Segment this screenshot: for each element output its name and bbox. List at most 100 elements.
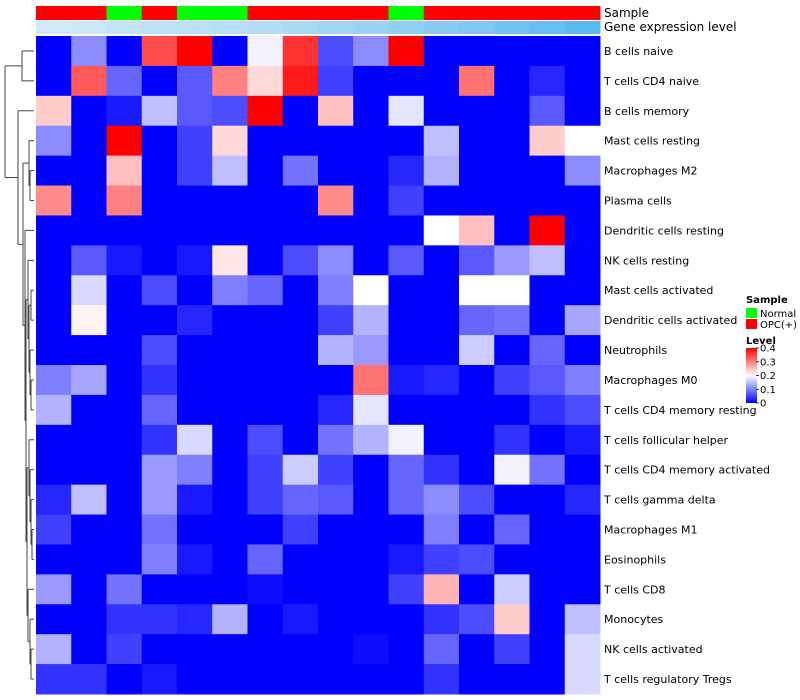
heatmap-cell bbox=[282, 454, 319, 486]
row-label: Dendritic cells activated bbox=[604, 314, 737, 327]
heatmap-cell bbox=[494, 544, 530, 575]
heatmap-cell bbox=[36, 365, 72, 396]
heatmap-cell bbox=[247, 155, 284, 187]
heatmap-cell bbox=[36, 634, 72, 665]
heatmap-cell bbox=[423, 634, 460, 665]
heatmap-cell bbox=[212, 394, 248, 426]
heatmap-cell bbox=[177, 275, 213, 306]
heatmap-cell bbox=[318, 95, 354, 127]
heatmap-cell bbox=[353, 245, 389, 276]
heatmap-cell bbox=[106, 574, 143, 605]
heatmap-cell bbox=[177, 394, 213, 426]
heatmap-cell bbox=[459, 275, 495, 306]
sample-annotation-cell bbox=[318, 6, 354, 20]
heatmap-cell bbox=[247, 245, 284, 276]
heatmap-cell bbox=[564, 365, 601, 396]
heatmap-cell bbox=[423, 185, 460, 216]
heatmap-cell bbox=[36, 514, 72, 545]
legend-normal-label: Normal bbox=[760, 309, 796, 320]
legend-level-tick-label: 0.2 bbox=[760, 371, 776, 382]
heatmap-cell bbox=[71, 424, 107, 456]
heatmap-cell bbox=[106, 125, 143, 157]
heatmap-cell bbox=[141, 335, 178, 366]
heatmap-cell bbox=[177, 215, 213, 246]
heatmap-cell bbox=[494, 664, 530, 695]
heatmap-cell bbox=[71, 305, 107, 336]
heatmap-cell bbox=[529, 664, 566, 695]
heatmap-cell bbox=[353, 365, 389, 396]
heatmap-cell bbox=[529, 125, 566, 157]
sample-annotation-cell bbox=[247, 6, 284, 20]
heatmap-cell bbox=[423, 245, 460, 276]
heatmap-cell bbox=[459, 664, 495, 695]
expression-annotation-cell bbox=[247, 21, 284, 34]
sample-annotation-cell bbox=[177, 6, 213, 20]
heatmap-cell bbox=[36, 664, 72, 695]
sample-annotation-cell bbox=[494, 6, 530, 20]
legend-normal-swatch bbox=[746, 308, 757, 318]
heatmap-cell bbox=[212, 514, 248, 545]
heatmap-cell bbox=[36, 125, 72, 157]
expression-annotation-cell bbox=[423, 21, 460, 34]
expression-annotation-cell bbox=[36, 21, 72, 34]
legend-level-ticks: 0.4 0.3 0.2 0.1 0 bbox=[756, 344, 776, 410]
heatmap-cell bbox=[529, 514, 566, 545]
heatmap-cell bbox=[423, 365, 460, 396]
heatmap-cell bbox=[36, 335, 72, 366]
heatmap-cell bbox=[564, 95, 601, 127]
row-labels: B cells naive T cells CD4 naive B cells me… bbox=[603, 45, 770, 686]
heatmap-cell bbox=[353, 484, 389, 516]
heatmap-cell bbox=[423, 514, 460, 545]
heatmap-cell bbox=[423, 664, 460, 695]
heatmap-cell bbox=[564, 394, 601, 426]
heatmap-cell bbox=[459, 514, 495, 545]
heatmap-cell bbox=[212, 335, 248, 366]
heatmap-cell bbox=[71, 634, 107, 665]
heatmap-cell bbox=[212, 36, 248, 67]
heatmap-cell bbox=[318, 574, 354, 605]
heatmap-cell bbox=[282, 604, 319, 635]
heatmap-cell bbox=[106, 335, 143, 366]
heatmap-cell bbox=[388, 65, 425, 97]
heatmap-cell bbox=[106, 484, 143, 516]
heatmap-cell bbox=[388, 36, 425, 67]
heatmap-cell bbox=[36, 65, 72, 97]
heatmap-cell bbox=[353, 634, 389, 665]
heatmap-cell bbox=[459, 95, 495, 127]
heatmap-cell bbox=[141, 275, 178, 306]
expression-annotation-cell bbox=[529, 21, 566, 34]
heatmap-cell bbox=[318, 305, 354, 336]
heatmap-cell bbox=[212, 305, 248, 336]
heatmap-cell bbox=[494, 365, 530, 396]
heatmap-cell bbox=[106, 155, 143, 187]
sample-annotation-cell bbox=[529, 6, 566, 20]
heatmap-cell bbox=[529, 215, 566, 246]
heatmap-cell bbox=[36, 574, 72, 605]
heatmap-cell bbox=[212, 365, 248, 396]
heatmap-cell bbox=[318, 335, 354, 366]
heatmap-cell bbox=[247, 125, 284, 157]
heatmap-cell bbox=[318, 245, 354, 276]
heatmap-cell bbox=[141, 185, 178, 216]
heatmap-cell bbox=[353, 514, 389, 545]
heatmap-cell bbox=[247, 95, 284, 127]
heatmap-cell bbox=[177, 65, 213, 97]
heatmap-cell bbox=[353, 275, 389, 306]
heatmap-cell bbox=[282, 514, 319, 545]
heatmap-cell bbox=[388, 95, 425, 127]
heatmap-cell bbox=[177, 574, 213, 605]
expression-annotation-cell bbox=[388, 21, 425, 34]
heatmap-cell bbox=[71, 125, 107, 157]
heatmap-cell bbox=[494, 95, 530, 127]
heatmap-cell bbox=[141, 365, 178, 396]
heatmap-cell bbox=[177, 604, 213, 635]
heatmap-cell bbox=[529, 365, 566, 396]
heatmap-cell bbox=[388, 185, 425, 216]
heatmap-cell bbox=[141, 215, 178, 246]
heatmap-cells bbox=[36, 36, 601, 695]
sample-annotation-cell bbox=[388, 6, 425, 20]
heatmap-cell bbox=[36, 155, 72, 187]
heatmap-cell bbox=[353, 604, 389, 635]
heatmap-cell bbox=[388, 454, 425, 486]
heatmap-cell bbox=[247, 36, 284, 67]
